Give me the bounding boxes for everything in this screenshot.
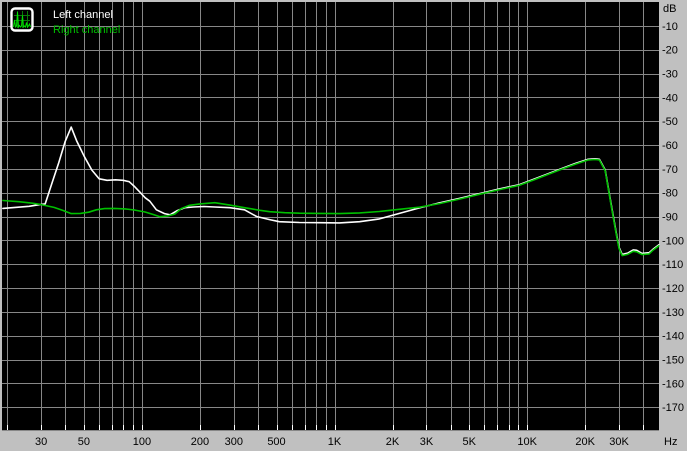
- y-axis-label: -30: [662, 69, 678, 81]
- y-axis-label: -10: [662, 21, 678, 33]
- spectrum-icon: [10, 7, 34, 32]
- legend-left-channel: Left channel: [53, 9, 113, 21]
- x-axis-unit: Hz: [664, 436, 677, 448]
- y-axis-label: -110: [662, 259, 683, 271]
- x-axis-label: 20K: [575, 436, 595, 448]
- y-axis-label: -20: [662, 45, 678, 57]
- plot-area: [2, 2, 659, 431]
- x-axis-label: 500: [267, 436, 285, 448]
- y-axis-label: -120: [662, 283, 684, 295]
- x-axis-label: 50: [78, 436, 90, 448]
- x-axis-label: 100: [133, 436, 151, 448]
- y-axis-label: -150: [662, 355, 684, 367]
- grid-lines: [2, 2, 659, 431]
- y-axis-label: -130: [662, 307, 684, 319]
- x-axis-label: 30K: [609, 436, 629, 448]
- y-axis-label: -170: [662, 402, 684, 414]
- y-axis-label: -80: [662, 188, 678, 200]
- x-axis-label: 30: [35, 436, 47, 448]
- y-axis-label: -90: [662, 212, 678, 224]
- y-axis-label: -40: [662, 92, 678, 104]
- legend-labels: Left channel Right channel: [53, 7, 120, 38]
- y-axis-label: -50: [662, 116, 678, 128]
- legend-right-channel: Right channel: [53, 24, 121, 36]
- x-axis-label: 1K: [328, 436, 342, 448]
- x-axis-label: 5K: [462, 436, 476, 448]
- x-axis-ticks: [7, 425, 644, 430]
- x-axis-labels: 30 50 100 200 300 500 1K 2K 3K 5K 10K 20K 30K Hz: [35, 436, 677, 448]
- y-axis-unit: dB: [663, 3, 676, 15]
- y-axis-label: -60: [662, 140, 678, 152]
- x-axis-label: 300: [225, 436, 243, 448]
- trace-right-channel: [2, 158, 660, 257]
- x-axis-label: 2K: [386, 436, 400, 448]
- y-axis-labels: dB -10 -20 -30 -40 -50 -60 -70 -80 -90 -100 -110 -12…: [662, 3, 684, 414]
- y-axis-label: -70: [662, 164, 678, 176]
- x-axis-label: 200: [191, 436, 209, 448]
- legend: Left channel Right channel: [10, 7, 120, 38]
- y-axis-label: -100: [662, 235, 684, 247]
- x-axis-label: 10K: [517, 436, 537, 448]
- x-axis-label: 3K: [420, 436, 434, 448]
- y-axis-label: -160: [662, 378, 684, 390]
- y-axis-label: -140: [662, 331, 684, 343]
